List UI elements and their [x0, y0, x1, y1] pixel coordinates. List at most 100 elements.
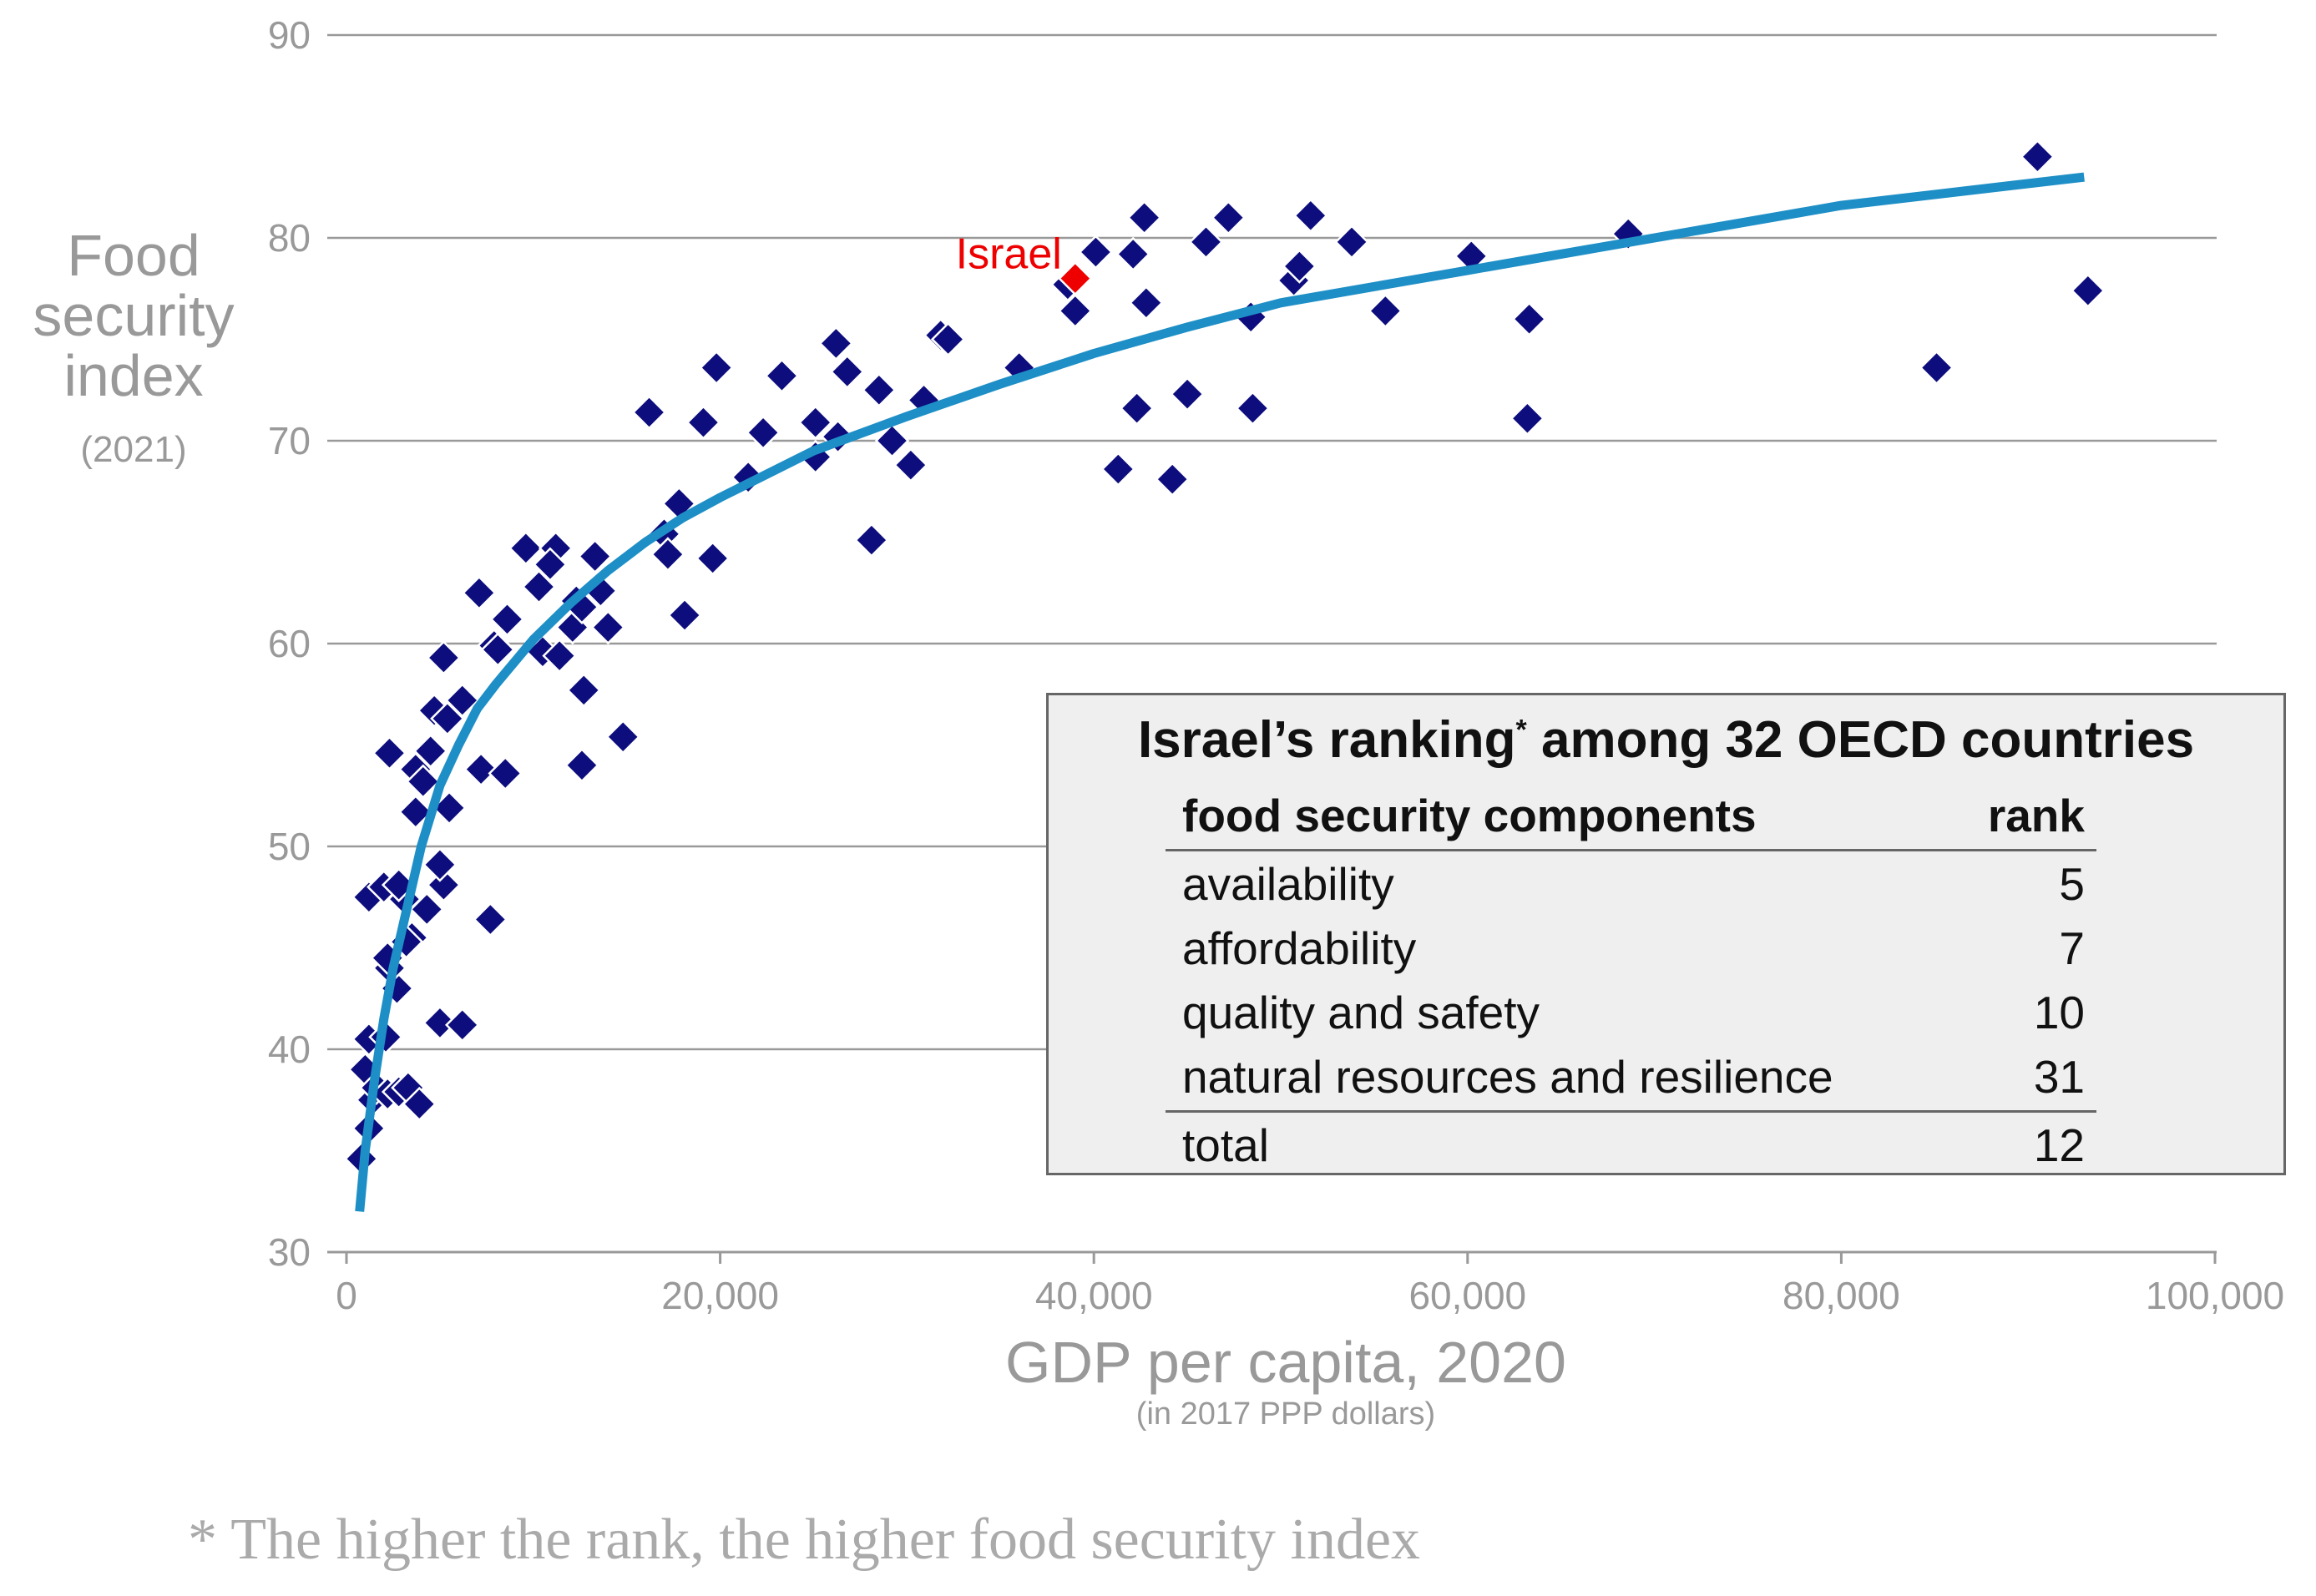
data-point: [1511, 301, 1547, 336]
data-point: [444, 683, 480, 718]
data-point: [1282, 249, 1317, 284]
data-point: [566, 673, 601, 708]
data-point: [893, 447, 928, 482]
footnote: * The higher the rank, the higher food s…: [188, 1508, 1421, 1572]
ranking-box-title: Israel’s ranking* among 32 OECD countrie…: [1049, 710, 2283, 770]
data-point: [489, 602, 525, 637]
table-row: quality and safety 10: [1166, 980, 2096, 1044]
y-axis-title: Food security index: [33, 223, 235, 408]
data-point: [422, 847, 458, 882]
x-axis-label: GDP per capita, 2020 (in 2017 PPP dollar…: [885, 1329, 1686, 1432]
ranking-title-rest: among 32 OECD countries: [1526, 711, 2195, 769]
data-point: [764, 358, 800, 394]
data-point: [1115, 236, 1150, 272]
data-point: [1119, 391, 1155, 426]
x-tick-label: 80,000: [1783, 1274, 1900, 1317]
component-rank: 7: [2059, 922, 2085, 974]
component-name: affordability: [1182, 922, 1417, 974]
x-tick-label: 20,000: [661, 1274, 779, 1317]
data-point: [473, 902, 508, 937]
data-point: [1235, 391, 1271, 426]
y-tick-label: 70: [268, 419, 311, 462]
data-point: [650, 537, 685, 572]
data-point: [1211, 200, 1246, 235]
y-tick-label: 90: [268, 13, 311, 57]
data-point: [577, 538, 613, 574]
component-name: availability: [1182, 857, 1394, 910]
data-point: [405, 764, 441, 800]
data-point: [695, 541, 731, 576]
component-rank: 31: [2033, 1050, 2085, 1103]
data-point: [1334, 225, 1369, 260]
data-point: [422, 1005, 458, 1041]
data-point: [1078, 235, 1114, 270]
israel-point-label: Israel: [956, 230, 1062, 279]
data-point: [533, 547, 568, 582]
data-point: [1100, 452, 1136, 487]
data-point: [862, 372, 897, 408]
data-point: [685, 405, 721, 440]
data-point: [444, 1008, 480, 1043]
data-point: [542, 638, 577, 674]
data-point: [1155, 462, 1190, 497]
data-point: [631, 395, 667, 430]
data-point: [830, 354, 865, 390]
data-point: [1368, 293, 1403, 329]
ranking-title-main: Israel’s ranking: [1137, 711, 1516, 769]
israel-ranking-box: Israel’s ranking* among 32 OECD countrie…: [1046, 693, 2286, 1177]
data-point: [854, 523, 889, 558]
component-rank: 10: [2033, 986, 2085, 1038]
data-point: [930, 321, 966, 357]
data-point: [1126, 200, 1162, 235]
data-point: [508, 531, 544, 566]
data-point: [699, 350, 734, 386]
data-point: [372, 735, 407, 770]
data-point: [402, 1086, 437, 1122]
data-point: [488, 755, 523, 791]
data-point: [430, 701, 465, 736]
israel-data-point: [1058, 260, 1093, 296]
table-row: natural resources and resilience 31: [1166, 1044, 2096, 1112]
x-tick-label: 60,000: [1408, 1274, 1526, 1317]
data-point: [590, 609, 626, 645]
data-point: [521, 569, 557, 604]
x-tick-label: 40,000: [1035, 1274, 1153, 1317]
x-tick-label: 100,000: [2146, 1274, 2284, 1317]
total-rank: 12: [1949, 1110, 2096, 1177]
total-label: total: [1166, 1110, 1949, 1177]
y-tick-label: 30: [268, 1230, 311, 1274]
data-point: [564, 748, 599, 783]
table-row: availability 5: [1166, 851, 2096, 917]
data-point: [462, 575, 497, 611]
data-point: [818, 326, 854, 361]
y-tick-label: 50: [268, 825, 311, 868]
data-point: [667, 598, 702, 633]
data-point: [463, 751, 498, 787]
data-point: [1509, 401, 1545, 437]
data-point: [1293, 198, 1328, 234]
data-point: [1188, 225, 1224, 260]
component-name: quality and safety: [1182, 986, 1540, 1038]
ranking-title-star: *: [1515, 714, 1527, 746]
data-point: [2071, 273, 2106, 308]
rank-column-header: rank: [1949, 789, 2096, 851]
trendline: [355, 172, 2085, 1212]
ranking-table-header: food security components rank: [1166, 789, 2096, 851]
data-point: [412, 734, 448, 769]
x-tick-label: 0: [336, 1274, 357, 1317]
y-tick-label: 40: [268, 1028, 311, 1071]
table-row-total: total 12: [1166, 1110, 2096, 1177]
data-point: [2020, 139, 2056, 174]
y-axis-label: Food security index (2021): [8, 225, 259, 471]
data-point: [797, 405, 833, 440]
data-point: [480, 632, 516, 668]
ranking-table: food security components rank availabili…: [1166, 789, 2096, 1177]
data-point: [398, 794, 433, 830]
component-rank: 5: [2059, 857, 2085, 910]
table-row: affordability 7: [1166, 916, 2096, 980]
data-point: [605, 720, 640, 755]
data-point: [1170, 376, 1205, 412]
x-axis-title: GDP per capita, 2020: [1005, 1330, 1566, 1395]
y-tick-label: 80: [268, 216, 311, 260]
